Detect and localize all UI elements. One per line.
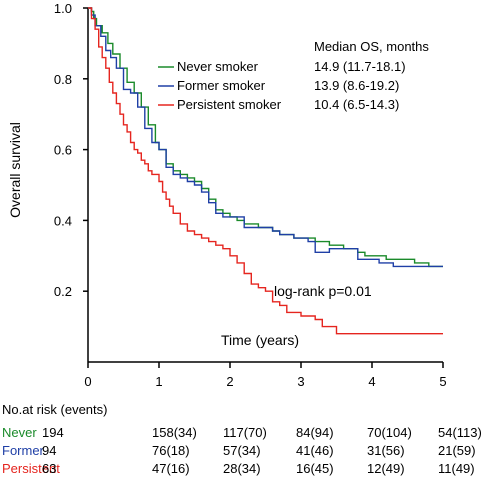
legend-label-former: Former smoker bbox=[177, 78, 266, 93]
risk-cell: 54(113) bbox=[438, 425, 482, 440]
risk-cell: 12(49) bbox=[367, 461, 405, 476]
risk-cell: 41(46) bbox=[296, 443, 334, 458]
x-tick-label: 0 bbox=[84, 374, 91, 389]
y-tick-label: 0.6 bbox=[54, 143, 72, 158]
x-tick-label: 1 bbox=[155, 374, 162, 389]
risk-cell: 158(34) bbox=[152, 425, 197, 440]
risk-row-label-former: Former bbox=[2, 443, 45, 458]
risk-cell: 57(34) bbox=[223, 443, 261, 458]
risk-table-header: No.at risk (events) bbox=[2, 402, 107, 417]
x-tick-label: 5 bbox=[439, 374, 446, 389]
y-tick-label: 0.8 bbox=[54, 72, 72, 87]
x-tick-label: 4 bbox=[368, 374, 375, 389]
risk-row-label-never: Never bbox=[2, 425, 37, 440]
x-axis-label: Time (years) bbox=[221, 332, 299, 348]
y-tick-label: 0.2 bbox=[54, 284, 72, 299]
risk-cell: 31(56) bbox=[367, 443, 405, 458]
legend: Median OS, months Never smoker 14.9 (11.… bbox=[158, 39, 429, 112]
y-tick-label: 1.0 bbox=[54, 1, 72, 16]
legend-median-never: 14.9 (11.7-18.1) bbox=[314, 59, 406, 74]
x-tick-group: 0 1 2 3 4 5 bbox=[84, 362, 447, 389]
risk-cell: 28(34) bbox=[223, 461, 261, 476]
curve-former bbox=[88, 7, 443, 268]
x-tick-label: 2 bbox=[226, 374, 233, 389]
risk-cell: 63 bbox=[42, 461, 56, 476]
risk-cell: 11(49) bbox=[438, 461, 475, 476]
risk-row-label-persistent: Persistent bbox=[2, 461, 60, 476]
legend-header: Median OS, months bbox=[314, 39, 429, 54]
risk-cell: 47(16) bbox=[152, 461, 190, 476]
risk-cell: 21(59) bbox=[438, 443, 476, 458]
x-tick-label: 3 bbox=[297, 374, 304, 389]
legend-median-former: 13.9 (8.6-19.2) bbox=[314, 78, 399, 93]
risk-cell: 70(104) bbox=[367, 425, 412, 440]
risk-cell: 84(94) bbox=[296, 425, 334, 440]
legend-median-persistent: 10.4 (6.5-14.3) bbox=[314, 97, 399, 112]
survival-curves bbox=[88, 7, 443, 335]
risk-cell: 76(18) bbox=[152, 443, 190, 458]
risk-table-rows: Never 194 158(34) 117(70) 84(94) 70(104) 54(11… bbox=[2, 425, 482, 476]
risk-cell: 94 bbox=[42, 443, 56, 458]
legend-label-persistent: Persistent smoker bbox=[177, 97, 282, 112]
legend-label-never: Never smoker bbox=[177, 59, 259, 74]
risk-table: No.at risk (events) Never 194 158(34) 117(7… bbox=[2, 402, 482, 476]
risk-cell: 16(45) bbox=[296, 461, 334, 476]
y-tick-label: 0.4 bbox=[54, 213, 72, 228]
y-axis-label: Overall survival bbox=[7, 122, 23, 218]
risk-cell: 117(70) bbox=[223, 425, 267, 440]
curve-persistent bbox=[88, 7, 443, 335]
risk-cell: 194 bbox=[42, 425, 64, 440]
y-tick-group: 0.2 0.4 0.6 0.8 1.0 bbox=[54, 1, 88, 299]
logrank-annotation: log-rank p=0.01 bbox=[274, 283, 372, 299]
